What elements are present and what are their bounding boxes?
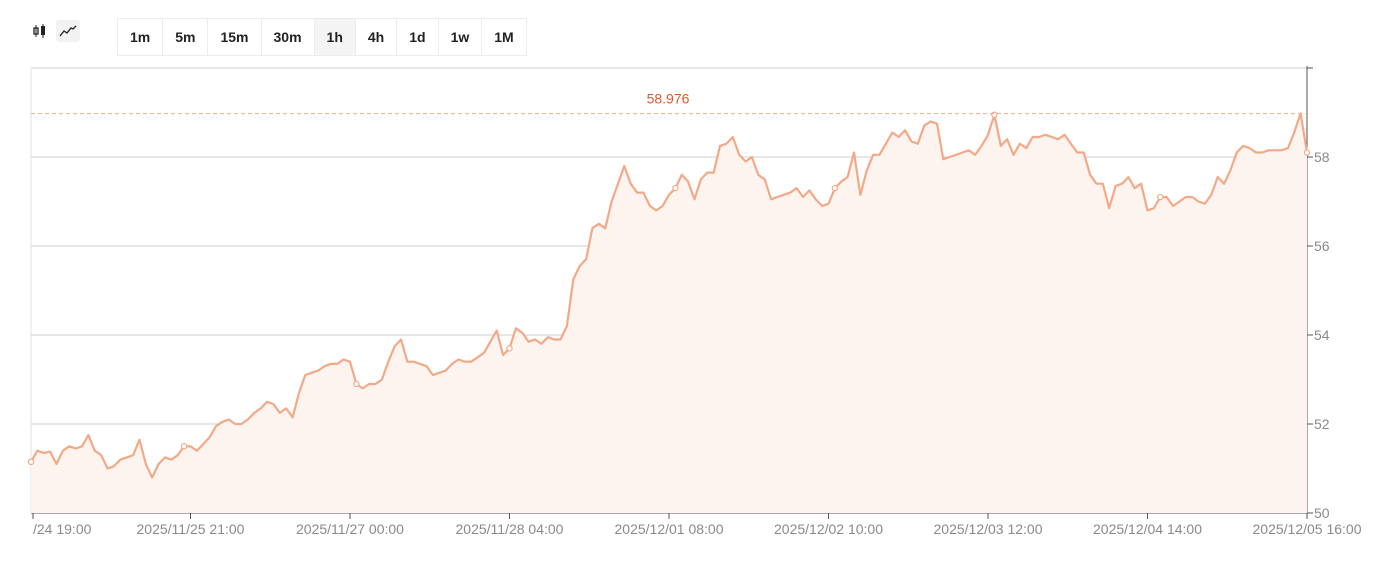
x-tick-label: /24 19:00 <box>33 521 92 537</box>
y-tick-label: 56 <box>1314 238 1330 254</box>
candlestick-icon <box>33 24 45 38</box>
chart-type-switcher <box>28 20 80 42</box>
interval-1h-button[interactable]: 1h <box>314 19 356 55</box>
line-chart-button[interactable] <box>56 20 80 42</box>
interval-1m-button[interactable]: 1m <box>118 19 164 55</box>
interval-30m-button[interactable]: 30m <box>262 19 315 55</box>
data-point-marker <box>831 184 839 192</box>
interval-4h-button[interactable]: 4h <box>356 19 398 55</box>
y-tick-label: 52 <box>1314 416 1330 432</box>
interval-selector: 1m 5m 15m 30m 1h 4h 1d 1w 1M <box>117 18 527 56</box>
interval-1d-button[interactable]: 1d <box>397 19 439 55</box>
price-area-fill <box>31 113 1307 514</box>
price-line[interactable] <box>30 112 1309 479</box>
interval-1M-button[interactable]: 1M <box>494 29 514 45</box>
data-point-marker <box>506 345 513 352</box>
data-point-marker <box>991 111 998 118</box>
chart-canvas[interactable]: 50 52 54 56 58/24 19:00 2025/11/25 21:00 2025/… <box>0 60 1393 569</box>
data-point-marker <box>27 458 35 466</box>
x-tick-label: 2025/12/03 12:00 <box>934 521 1043 537</box>
x-tick-label: 2025/12/02 10:00 <box>774 521 883 537</box>
data-point-marker <box>1303 149 1311 156</box>
x-tick-label: 2025/11/27 00:00 <box>296 521 404 537</box>
interval-1w-button[interactable]: 1w <box>439 19 483 55</box>
x-tick-label: 2025/12/04 14:00 <box>1093 521 1202 537</box>
data-point-marker <box>180 443 188 450</box>
data-point-marker <box>353 380 360 388</box>
max-value-label: 58.976 <box>647 91 690 107</box>
x-tick-label: 2025/12/01 08:00 <box>615 521 724 537</box>
interval-5m-button[interactable]: 5m <box>163 19 209 55</box>
data-point-marker <box>672 184 679 192</box>
y-tick-label: 58 <box>1314 149 1330 165</box>
x-tick-label: 2025/11/28 04:00 <box>456 521 564 537</box>
line-chart-icon <box>59 25 77 37</box>
x-tick-label: 2025/12/05 16:00 <box>1253 521 1362 537</box>
chart-toolbar: 1m 5m 15m 30m 1h 4h 1d 1w 1M <box>28 18 527 58</box>
price-chart: 50 52 54 56 58/24 19:00 2025/11/25 21:00 2025/… <box>0 60 1393 569</box>
data-point-marker <box>1157 193 1164 201</box>
y-tick-label: 54 <box>1314 327 1330 343</box>
candlestick-button[interactable] <box>28 20 52 42</box>
x-tick-label: 2025/11/25 21:00 <box>137 521 245 537</box>
y-tick-label: 50 <box>1314 505 1330 521</box>
interval-15m-button[interactable]: 15m <box>208 19 262 55</box>
